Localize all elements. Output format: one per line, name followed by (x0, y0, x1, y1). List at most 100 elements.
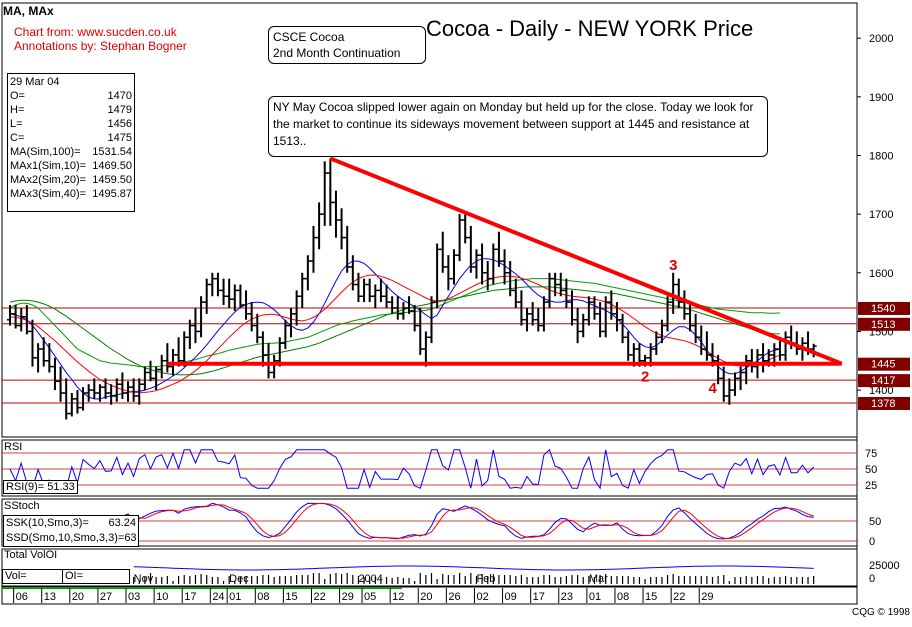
data-window-row-value: 1479 (107, 104, 132, 116)
price-label-text: 1513 (871, 319, 895, 331)
ohlc-bar (484, 261, 491, 291)
ohlc-bar (428, 296, 435, 344)
stoch-readings: SSK(10,Smo,3)= 63.24 SSD(Smo,10,Smo,3,3)… (3, 515, 139, 547)
rsi-level-label: 75 (865, 448, 877, 460)
ohlc-bar (96, 384, 103, 402)
vol-reading: Vol= (2, 569, 66, 584)
ohlc-bar (108, 384, 115, 405)
contract-box: CSCE Cocoa 2nd Month Continuation (268, 26, 426, 64)
ohlc-bar (625, 331, 632, 361)
x-tick-label: 01 (589, 591, 601, 603)
ohlc-bar (80, 387, 87, 411)
x-tick-label: 10 (156, 591, 168, 603)
ohlc-bar (698, 325, 705, 355)
ohlc-bar (715, 354, 722, 385)
ohlc-bar (136, 378, 143, 405)
x-month-label: 2004 (358, 573, 382, 585)
stoch-d-line (9, 502, 814, 540)
stoch-k-value: 63.24 (108, 517, 136, 529)
stoch-title: SStoch (4, 500, 40, 512)
ohlc-bar (192, 307, 199, 344)
ohlc-bar (181, 331, 188, 367)
rsi-title: RSI (4, 441, 23, 453)
commentary-box: NY May Cocoa slipped lower again on Mond… (268, 96, 768, 157)
data-window-row-value: 1475 (107, 132, 132, 144)
data-window-date: 29 Mar 04 (10, 76, 60, 88)
x-tick-label: 06 (16, 591, 28, 603)
ohlc-bar (23, 305, 30, 335)
ohlc-bar (406, 296, 413, 314)
x-month-label: Feb (476, 573, 495, 585)
ohlc-bar (434, 243, 441, 308)
price-label-tag (858, 301, 910, 315)
ohlc-bar (557, 272, 564, 297)
data-window-row-label: H= (10, 104, 25, 116)
copyright: CQG © 1998 (852, 607, 910, 618)
x-tick-label: 02 (476, 591, 488, 603)
ohlc-bar (591, 296, 598, 320)
moving-average-line (9, 286, 780, 376)
ohlc-bar (29, 319, 36, 367)
ohlc-bar (226, 278, 233, 308)
price-label-tag (858, 357, 910, 371)
x-tick-label: 29 (701, 591, 713, 603)
ohlc-bar (321, 161, 328, 226)
data-window-row: C= 1475 (10, 131, 132, 145)
ohlc-bar (653, 331, 660, 355)
data-window-rows: O= 1470 H= 1479 L= 1456 C= 1475 MA(Sim,100)= 1531… (10, 89, 132, 201)
ohlc-bar (613, 302, 620, 332)
ohlc-bar (243, 290, 250, 320)
ohlc-bar (495, 231, 502, 267)
ohlc-bar (119, 372, 126, 399)
ohlc-bar (760, 343, 767, 373)
ohlc-bar (7, 305, 13, 326)
source-text: Chart from: www.sucden.co.uk (14, 25, 177, 39)
ohlc-bar (597, 302, 604, 338)
ohlc-bar (366, 278, 373, 303)
ohlc-bar (585, 296, 592, 326)
x-tick-label: 15 (645, 591, 657, 603)
ohlc-bar (153, 366, 160, 391)
ohlc-bar (467, 225, 474, 273)
ohlc-bar (675, 278, 682, 308)
ohlc-bar (12, 305, 19, 329)
data-window-row-label: O= (10, 90, 25, 102)
ohlc-bar (316, 202, 323, 250)
ohlc-bar (692, 313, 699, 344)
price-label-tag (858, 317, 910, 331)
ohlc-bar (731, 372, 738, 396)
ohlc-bar (158, 354, 165, 379)
ohlc-bar (535, 307, 542, 332)
data-window-row: L= 1456 (10, 117, 132, 131)
x-tick-label: 03 (128, 591, 140, 603)
data-window-row: MAx2(Sim,20)= 1459.50 (10, 173, 132, 187)
ohlc-bar (344, 225, 351, 273)
y-tick-label: 1700 (869, 209, 893, 221)
ohlc-bar (282, 319, 289, 350)
x-tick-label: 24 (212, 591, 224, 603)
ohlc-bar (450, 249, 457, 285)
data-window-row-label: MAx3(Sim,40)= (10, 188, 87, 200)
contract-line2: 2nd Month Continuation (273, 46, 401, 60)
data-window-row-value: 1469.50 (92, 160, 132, 172)
ohlc-bar (748, 349, 755, 373)
ohlc-bar (445, 255, 452, 291)
data-window-row-label: MA(Sim,100)= (10, 146, 81, 158)
ohlc-bar (703, 331, 710, 361)
x-tick-label: 22 (313, 591, 325, 603)
ohlc-bar (687, 302, 694, 332)
ohlc-bar (681, 290, 688, 320)
x-tick-label: 05 (364, 591, 376, 603)
y-tick-label: 1600 (869, 268, 893, 280)
ohlc-bar (507, 261, 514, 297)
ohlc-bar (293, 290, 300, 326)
moving-average-line (9, 278, 780, 368)
x-tick-label: 01 (229, 591, 241, 603)
y-tick-label: 1400 (869, 385, 893, 397)
ohlc-bar (57, 366, 64, 402)
ohlc-bar (619, 313, 626, 344)
ohlc-bar (349, 255, 356, 291)
ohlc-bar (214, 272, 221, 297)
ohlc-bar (720, 366, 727, 402)
